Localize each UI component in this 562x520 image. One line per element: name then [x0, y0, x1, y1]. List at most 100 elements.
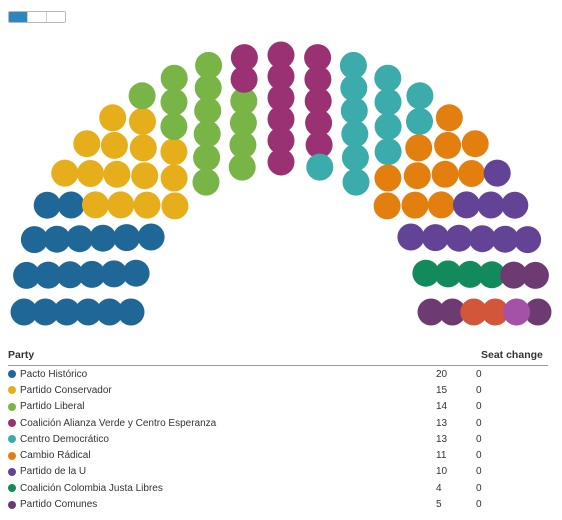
seat-party-9[interactable] [524, 298, 552, 326]
seat-party-1[interactable] [74, 298, 102, 326]
seat-party-7[interactable] [453, 191, 480, 219]
seat-party-6[interactable] [374, 164, 402, 192]
seat-party-6[interactable] [401, 191, 429, 219]
seat-party-3[interactable] [194, 97, 222, 125]
seat-party-6[interactable] [458, 160, 486, 187]
seat-party-1[interactable] [31, 298, 59, 326]
seat-party-2[interactable] [76, 160, 104, 187]
seat-party-1[interactable] [34, 261, 62, 289]
seat-party-9[interactable] [438, 298, 466, 326]
seat-party-4[interactable] [267, 148, 295, 176]
seat-party-9[interactable] [500, 261, 528, 289]
seat-party-6[interactable] [435, 104, 463, 132]
seat-party-2[interactable] [129, 134, 157, 162]
seat-party-4[interactable] [267, 41, 295, 69]
seat-party-4[interactable] [305, 109, 333, 137]
seat-party-6[interactable] [405, 134, 433, 162]
seat-party-1[interactable] [53, 298, 81, 326]
seat-party-6[interactable] [373, 192, 401, 220]
seat-party-4[interactable] [230, 65, 258, 93]
seat-party-4[interactable] [267, 105, 295, 133]
seat-party-9[interactable] [521, 261, 549, 289]
seat-party-1[interactable] [78, 260, 106, 288]
party-row[interactable]: Partido Comunes 5 0 [8, 496, 548, 512]
seat-party-1[interactable] [10, 298, 38, 326]
party-row[interactable]: Centro Democrático 13 0 [8, 431, 548, 447]
seat-party-5[interactable] [339, 51, 367, 79]
seat-party-7[interactable] [445, 224, 473, 252]
seat-party-2[interactable] [100, 131, 128, 159]
party-row[interactable]: Partido de la U 10 0 [8, 464, 548, 480]
seat-party-5[interactable] [306, 153, 334, 181]
seat-party-3[interactable] [195, 51, 223, 79]
seat-party-5[interactable] [341, 144, 369, 172]
seat-party-3[interactable] [228, 153, 256, 181]
seat-party-8[interactable] [478, 261, 506, 289]
seat-party-3[interactable] [194, 74, 222, 102]
seat-party-4[interactable] [267, 62, 295, 90]
party-row[interactable]: Partido Conservador 15 0 [8, 382, 548, 398]
seat-party-5[interactable] [374, 64, 402, 92]
seat-party-1[interactable] [89, 224, 117, 252]
seat-party-3[interactable] [128, 82, 156, 110]
seat-party-4[interactable] [267, 127, 295, 155]
seat-party-2[interactable] [99, 104, 127, 132]
seat-party-3[interactable] [229, 109, 257, 137]
party-row[interactable]: Coalición Colombia Justa Libres 4 0 [8, 480, 548, 496]
seat-party-2[interactable] [160, 164, 188, 192]
seat-party-7[interactable] [514, 226, 542, 254]
seat-party-1[interactable] [20, 226, 48, 254]
seat-party-6[interactable] [434, 131, 462, 159]
seat-party-7[interactable] [397, 223, 425, 251]
seat-party-4[interactable] [305, 131, 333, 159]
seat-party-5[interactable] [374, 88, 402, 116]
seat-party-7[interactable] [483, 159, 511, 187]
seat-party-7[interactable] [421, 224, 449, 252]
view-toggle-option-1[interactable] [9, 12, 28, 22]
seat-party-10[interactable] [481, 298, 509, 326]
seat-party-4[interactable] [304, 65, 332, 93]
seat-party-6[interactable] [403, 162, 431, 190]
seat-party-1[interactable] [96, 298, 124, 326]
seat-party-2[interactable] [129, 107, 156, 135]
seat-party-5[interactable] [374, 113, 402, 140]
seat-party-4[interactable] [304, 87, 332, 115]
seat-party-1[interactable] [43, 225, 71, 253]
seat-party-2[interactable] [73, 130, 101, 158]
seat-party-5[interactable] [340, 97, 368, 125]
seat-party-11[interactable] [503, 298, 531, 326]
seat-party-8[interactable] [456, 260, 484, 288]
seat-party-3[interactable] [229, 131, 257, 159]
seat-party-2[interactable] [161, 192, 189, 220]
seat-party-2[interactable] [82, 191, 109, 219]
seat-party-8[interactable] [434, 260, 462, 288]
seat-party-4[interactable] [304, 44, 332, 72]
seat-party-1[interactable] [100, 260, 128, 288]
seat-party-6[interactable] [461, 130, 489, 158]
seat-party-6[interactable] [427, 191, 455, 219]
seat-party-5[interactable] [341, 120, 369, 148]
seat-party-8[interactable] [412, 259, 440, 287]
seat-party-5[interactable] [342, 168, 370, 196]
seat-party-5[interactable] [340, 74, 368, 102]
seat-party-7[interactable] [477, 191, 505, 219]
seat-party-1[interactable] [56, 261, 84, 289]
seat-party-7[interactable] [501, 191, 529, 219]
seat-party-2[interactable] [103, 160, 131, 188]
party-row[interactable]: Cambio Rádical 11 0 [8, 447, 548, 463]
seat-party-3[interactable] [192, 168, 220, 196]
seat-party-1[interactable] [137, 223, 165, 251]
seat-party-2[interactable] [160, 138, 188, 166]
seat-party-1[interactable] [57, 191, 85, 219]
seat-party-1[interactable] [66, 225, 94, 253]
seat-party-4[interactable] [267, 84, 295, 112]
seat-party-1[interactable] [122, 259, 150, 287]
view-toggle[interactable] [8, 11, 66, 23]
seat-party-10[interactable] [460, 298, 488, 326]
seat-party-6[interactable] [431, 160, 459, 188]
seat-party-2[interactable] [107, 191, 135, 219]
seat-party-5[interactable] [406, 82, 434, 110]
seat-party-3[interactable] [230, 87, 258, 115]
seat-party-2[interactable] [51, 159, 79, 187]
seat-party-2[interactable] [131, 162, 159, 190]
